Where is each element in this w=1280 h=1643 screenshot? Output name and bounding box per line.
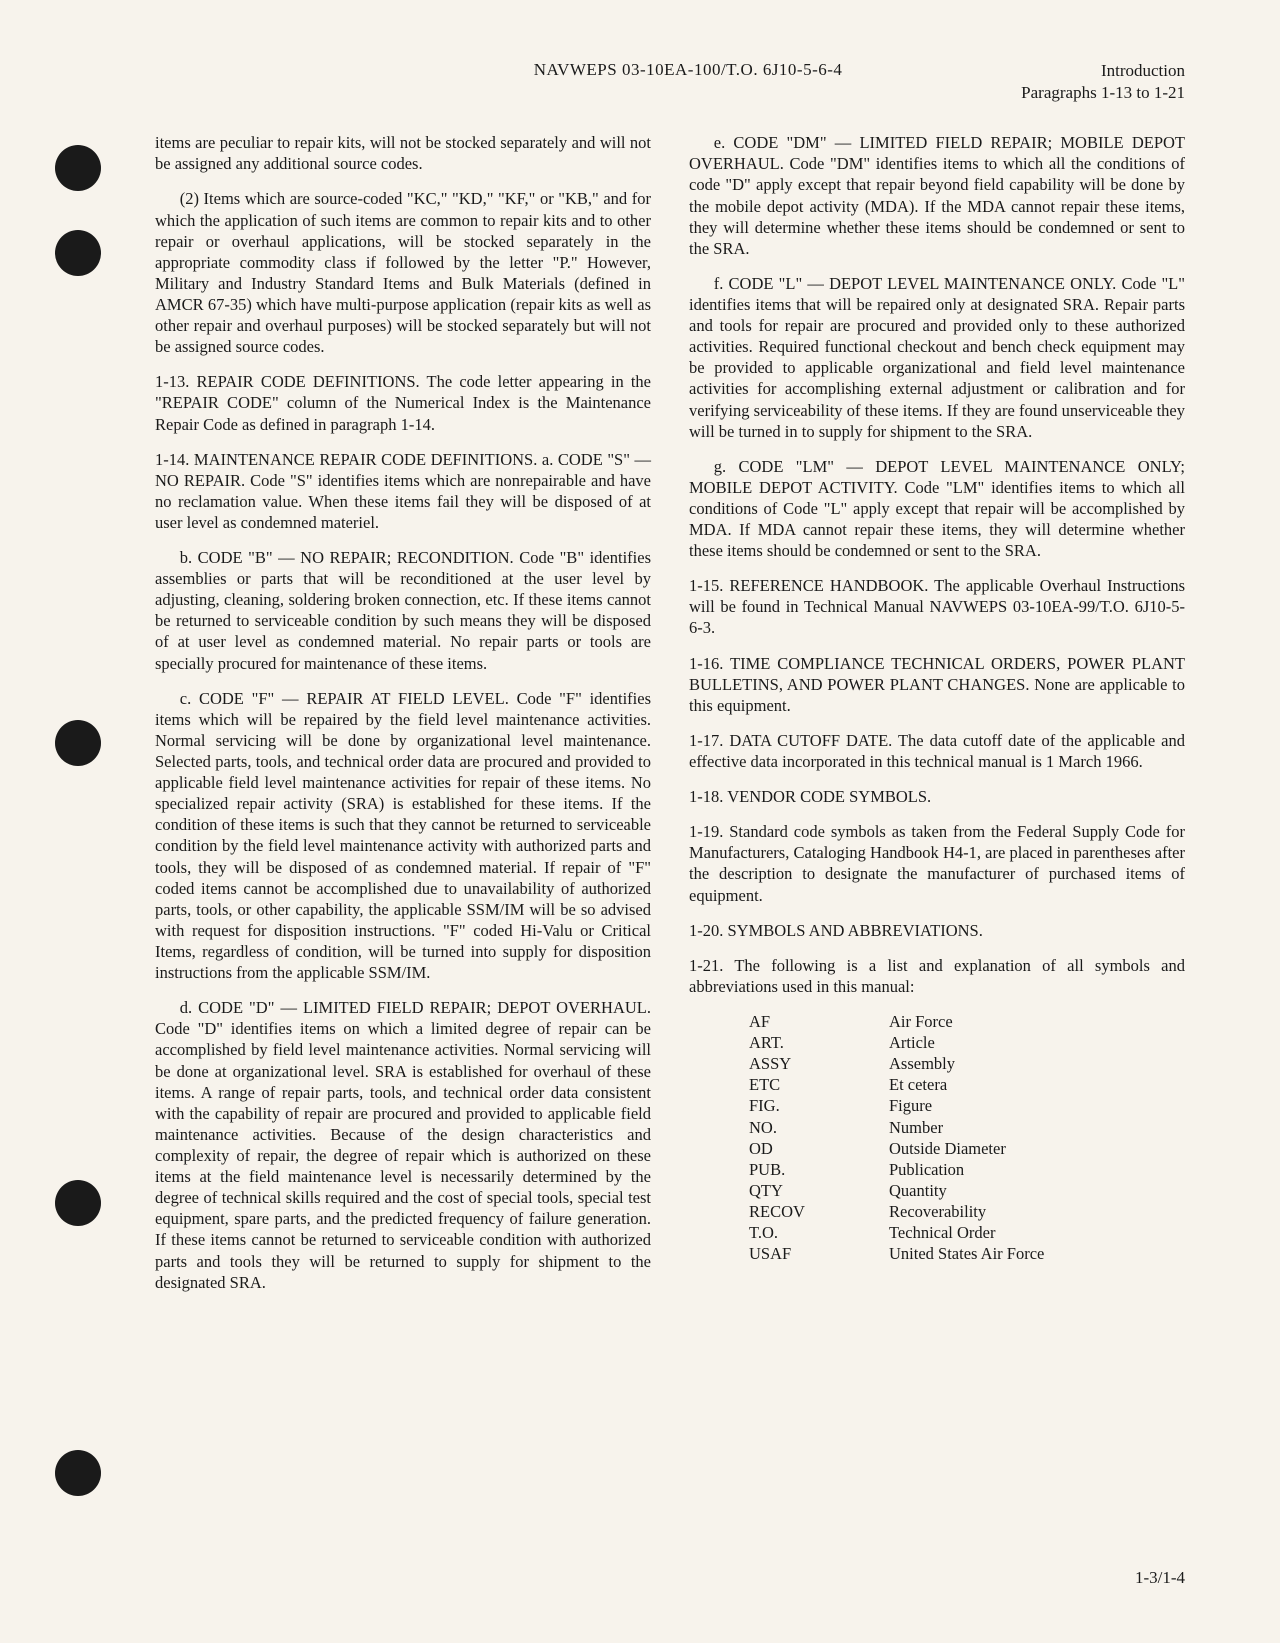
- abbrev-symbol: USAF: [749, 1243, 889, 1264]
- abbrev-meaning: Publication: [889, 1159, 1185, 1180]
- abbrev-row: ODOutside Diameter: [749, 1138, 1185, 1159]
- abbrev-row: USAFUnited States Air Force: [749, 1243, 1185, 1264]
- abbrev-row: QTYQuantity: [749, 1180, 1185, 1201]
- header-intro-label: Introduction: [1021, 60, 1185, 82]
- abbrev-row: PUB.Publication: [749, 1159, 1185, 1180]
- abbrev-meaning: Assembly: [889, 1053, 1185, 1074]
- abbrev-symbol: ETC: [749, 1074, 889, 1095]
- abbrev-meaning: Air Force: [889, 1011, 1185, 1032]
- para-1-14-a: 1-14. MAINTENANCE REPAIR CODE DEFINITION…: [155, 449, 651, 533]
- abbrev-symbol: NO.: [749, 1117, 889, 1138]
- para-1-19: 1-19. Standard code symbols as taken fro…: [689, 821, 1185, 905]
- punch-hole-icon: [55, 1450, 101, 1496]
- abbrev-symbol: ART.: [749, 1032, 889, 1053]
- abbrev-symbol: OD: [749, 1138, 889, 1159]
- abbrev-meaning: Et cetera: [889, 1074, 1185, 1095]
- abbrev-row: ASSYAssembly: [749, 1053, 1185, 1074]
- abbrev-row: NO.Number: [749, 1117, 1185, 1138]
- para-1-14-b: b. CODE "B" — NO REPAIR; RECONDITION. Co…: [155, 547, 651, 674]
- para-1-16: 1-16. TIME COMPLIANCE TECHNICAL ORDERS, …: [689, 653, 1185, 716]
- para-1-21: 1-21. The following is a list and explan…: [689, 955, 1185, 997]
- abbrev-row: RECOVRecoverability: [749, 1201, 1185, 1222]
- abbrev-symbol: QTY: [749, 1180, 889, 1201]
- abbrev-meaning: United States Air Force: [889, 1243, 1185, 1264]
- header-paragraph-range: Paragraphs 1-13 to 1-21: [1021, 82, 1185, 104]
- page-number: 1-3/1-4: [1135, 1568, 1185, 1588]
- abbrev-symbol: RECOV: [749, 1201, 889, 1222]
- abbrev-symbol: PUB.: [749, 1159, 889, 1180]
- header-section-label: Introduction Paragraphs 1-13 to 1-21: [1021, 60, 1185, 104]
- para-1-14-g: g. CODE "LM" — DEPOT LEVEL MAINTENANCE O…: [689, 456, 1185, 562]
- abbrev-meaning: Outside Diameter: [889, 1138, 1185, 1159]
- para-1-13: 1-13. REPAIR CODE DEFINITIONS. The code …: [155, 371, 651, 434]
- punch-hole-icon: [55, 1180, 101, 1226]
- para-1-20: 1-20. SYMBOLS AND ABBREVIATIONS.: [689, 920, 1185, 941]
- punch-hole-icon: [55, 145, 101, 191]
- para-1-14-d: d. CODE "D" — LIMITED FIELD REPAIR; DEPO…: [155, 997, 651, 1293]
- abbrev-meaning: Figure: [889, 1095, 1185, 1116]
- abbrev-meaning: Article: [889, 1032, 1185, 1053]
- punch-hole-icon: [55, 230, 101, 276]
- abbrev-symbol: FIG.: [749, 1095, 889, 1116]
- punch-hole-icon: [55, 720, 101, 766]
- page-header: NAVWEPS 03-10EA-100/T.O. 6J10-5-6-4 Intr…: [155, 60, 1185, 104]
- abbrev-symbol: T.O.: [749, 1222, 889, 1243]
- abbreviations-table: AFAir ForceART.ArticleASSYAssemblyETCEt …: [749, 1011, 1185, 1264]
- abbrev-meaning: Technical Order: [889, 1222, 1185, 1243]
- para-1-17: 1-17. DATA CUTOFF DATE. The data cutoff …: [689, 730, 1185, 772]
- para-1-15: 1-15. REFERENCE HANDBOOK. The applicable…: [689, 575, 1185, 638]
- abbrev-meaning: Quantity: [889, 1180, 1185, 1201]
- para-1-18: 1-18. VENDOR CODE SYMBOLS.: [689, 786, 1185, 807]
- abbrev-row: AFAir Force: [749, 1011, 1185, 1032]
- document-page: NAVWEPS 03-10EA-100/T.O. 6J10-5-6-4 Intr…: [0, 0, 1280, 1643]
- abbrev-meaning: Number: [889, 1117, 1185, 1138]
- header-doc-number: NAVWEPS 03-10EA-100/T.O. 6J10-5-6-4: [355, 60, 1021, 80]
- para-intro-item2: (2) Items which are source-coded "KC," "…: [155, 188, 651, 357]
- abbrev-symbol: ASSY: [749, 1053, 889, 1074]
- para-1-14-e: e. CODE "DM" — LIMITED FIELD REPAIR; MOB…: [689, 132, 1185, 259]
- abbrev-meaning: Recoverability: [889, 1201, 1185, 1222]
- para-1-14-c: c. CODE "F" — REPAIR AT FIELD LEVEL. Cod…: [155, 688, 651, 984]
- abbrev-row: ETCEt cetera: [749, 1074, 1185, 1095]
- abbrev-symbol: AF: [749, 1011, 889, 1032]
- para-intro-continued: items are peculiar to repair kits, will …: [155, 132, 651, 174]
- body-columns: items are peculiar to repair kits, will …: [155, 132, 1185, 1293]
- abbrev-row: T.O.Technical Order: [749, 1222, 1185, 1243]
- abbrev-row: ART.Article: [749, 1032, 1185, 1053]
- para-1-14-f: f. CODE "L" — DEPOT LEVEL MAINTENANCE ON…: [689, 273, 1185, 442]
- abbrev-row: FIG.Figure: [749, 1095, 1185, 1116]
